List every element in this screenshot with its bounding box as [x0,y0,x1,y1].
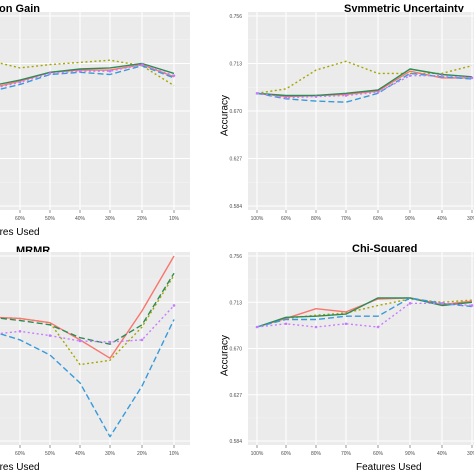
x-tick-label: 30% [105,216,116,222]
x-tick-label: 60% [281,451,292,457]
x-tick-label: 30% [467,216,474,222]
series-point [440,302,444,305]
series-point [314,325,318,329]
plot-information-gain: 100%60%50%40%30%20%10% [0,12,190,222]
series-point [78,339,82,343]
y-tick-label: 0.670 [229,347,242,353]
series-point [408,74,412,77]
plot-symmetric-uncertainty: 0.584 0.627 0.670 0.713 0.756 100% 60% 80% 70% 60… [229,12,474,222]
series-point [470,76,474,80]
series-line-2 [256,70,472,98]
series-point [172,74,176,77]
series-line-3 [256,68,473,97]
x-tick-label: 80% [311,216,322,222]
series-line-4 [0,319,175,438]
series-point [376,90,380,94]
x-tick-label: 100% [251,451,264,457]
series-line-3 [0,272,175,345]
x-tick-label: 30% [467,451,474,457]
x-tick-label: 20% [137,216,148,222]
x-tick-label: 30% [105,451,116,457]
x-axis-label-chi-squared: Features Used [356,462,422,473]
x-tick-label: 10% [169,451,180,457]
y-tick-label: 0.584 [229,439,242,445]
y-tick-label: 0.713 [229,300,242,306]
x-tick-label: 70% [341,216,352,222]
y-tick-label: 0.756 [229,14,242,20]
x-tick-label: 70% [341,451,352,457]
series-line-3 [256,297,473,328]
series-point [108,69,112,73]
series-line-1 [256,60,473,94]
series-point [48,334,52,337]
series-point [255,92,259,95]
y-tick-label: 0.756 [229,254,242,260]
x-tick-label: 60% [373,216,384,222]
x-tick-label: 60% [15,216,26,222]
x-tick-label: 100% [251,216,264,222]
x-tick-label: 60% [15,451,26,457]
series-point [344,94,348,97]
x-tick-label: 40% [437,216,448,222]
x-tick-label: 40% [437,451,448,457]
x-tick-label: 40% [75,216,86,222]
series-point [140,338,144,342]
series-point [284,322,288,326]
series-point [18,329,22,333]
y-tick-label: 0.627 [229,393,242,399]
series-point [140,63,144,66]
series-point [48,72,52,75]
series-point [376,325,380,329]
series-point [108,340,112,344]
series-point [172,304,176,307]
y-tick-label: 0.584 [229,204,242,210]
x-tick-label: 60% [373,451,384,457]
x-tick-label: 50% [45,216,56,222]
series-point [470,304,474,307]
series-point [344,322,348,326]
series-point [284,96,288,100]
x-axis-label-mrmr: Features Used [0,462,40,473]
series-point [255,325,259,329]
x-axis-label-information-gain: Features Used [0,227,40,238]
y-tick-label: 0.627 [229,157,242,163]
x-tick-label: 50% [45,451,56,457]
plot-mrmr: 100%60%50%40%30%20%10% [0,252,190,457]
series-line-1 [0,59,175,87]
series-point [314,95,318,98]
series-point [408,302,412,305]
x-tick-label: 80% [311,451,322,457]
x-tick-label: 40% [75,451,86,457]
series-point [78,69,82,73]
plot-chi-squared: 0.584 0.627 0.670 0.713 0.756 100% 60% 80% 70% 60… [229,252,474,457]
x-tick-label: 60% [281,216,292,222]
series-line-5 [256,75,473,99]
series-point [18,80,22,84]
x-tick-label: 20% [137,451,148,457]
series-point [440,74,444,77]
x-tick-label: 90% [405,216,416,222]
y-tick-label: 0.713 [229,62,242,68]
x-tick-label: 10% [169,216,180,222]
y-tick-label: 0.670 [229,109,242,115]
x-tick-label: 90% [405,451,416,457]
